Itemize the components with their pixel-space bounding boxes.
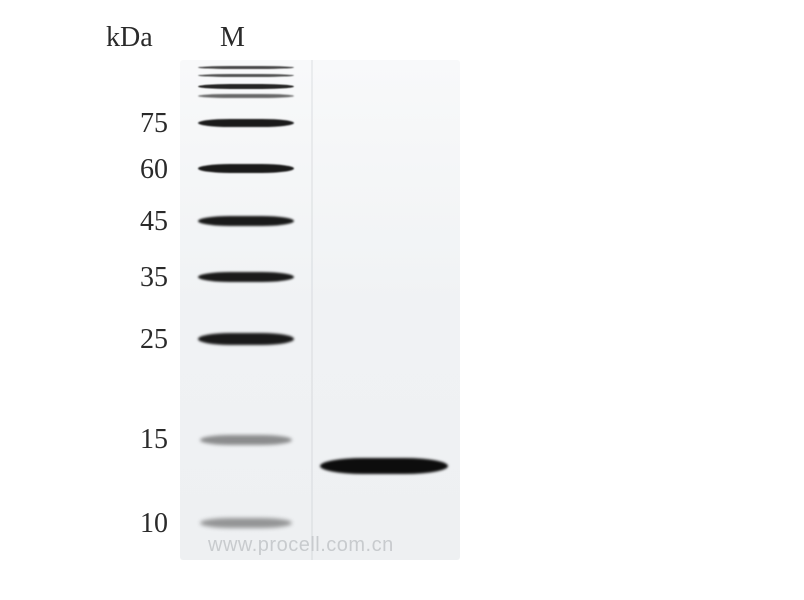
gel-band: [198, 84, 294, 89]
mw-label: 45: [140, 206, 168, 238]
watermark-text: www.procell.com.cn: [208, 534, 394, 557]
gel-band: [200, 435, 292, 445]
gel-background: [180, 60, 460, 560]
gel-band: [200, 518, 292, 528]
mw-label: 35: [140, 262, 168, 294]
gel-band: [198, 94, 294, 98]
gel-band: [198, 333, 294, 345]
gel-band: [198, 216, 294, 226]
gel-band: [198, 74, 294, 77]
gel-band: [320, 458, 448, 474]
marker-lane-label: M: [220, 22, 245, 54]
mw-label: 60: [140, 154, 168, 186]
lane-divider: [311, 60, 313, 560]
gel-band: [198, 272, 294, 282]
mw-label: 75: [140, 108, 168, 140]
mw-label: 15: [140, 424, 168, 456]
gel-band: [198, 164, 294, 173]
gel-band: [198, 66, 294, 69]
mw-label: 10: [140, 508, 168, 540]
mw-label: 25: [140, 324, 168, 356]
unit-label: kDa: [106, 22, 153, 54]
gel-band: [198, 119, 294, 127]
